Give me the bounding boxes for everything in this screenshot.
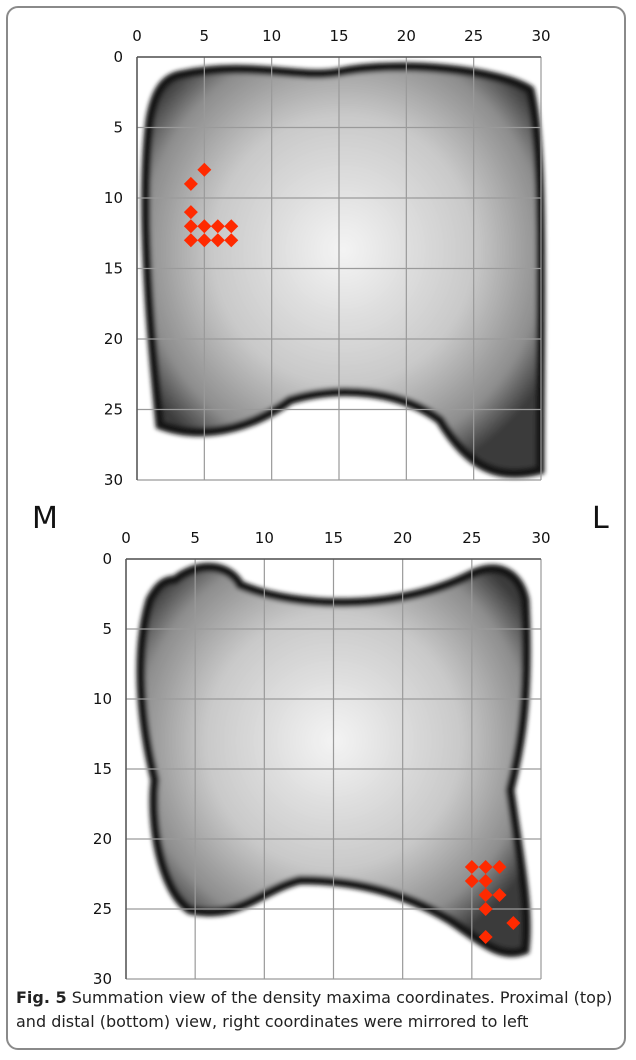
y-tick-label: 25: [93, 900, 112, 918]
y-tick-label: 25: [104, 401, 123, 419]
page: {"chart_data": [ {"type": "scatter", "x"…: [0, 0, 636, 1060]
y-tick-label: 10: [104, 189, 123, 207]
figure: M L 0 5 10 15 20 25 30 0 5 10 15 20 25 30 0 5 10 15 20 25 30…: [0, 0, 636, 1060]
side-label-medial: M: [32, 501, 58, 536]
x-tick-label: 30: [531, 529, 550, 547]
x-tick-label: 10: [262, 27, 281, 45]
y-tick-label: 15: [104, 260, 123, 278]
caption: Fig. 5 Summation view of the density max…: [16, 986, 616, 1034]
x-tick-label: 15: [324, 529, 343, 547]
y-tick-label: 20: [104, 330, 123, 348]
x-tick-label: 0: [132, 27, 142, 45]
y-tick-label: 5: [113, 119, 123, 137]
caption-text: Summation view of the density maxima coo…: [16, 988, 612, 1031]
x-tick-label: 25: [464, 27, 483, 45]
y-tick-label: 5: [102, 620, 112, 638]
y-tick-label: 10: [93, 690, 112, 708]
side-label-lateral: L: [592, 501, 609, 536]
x-tick-label: 5: [200, 27, 210, 45]
y-tick-label: 30: [104, 471, 123, 489]
bone-images: [141, 67, 541, 953]
x-tick-label: 0: [121, 529, 131, 547]
x-tick-label: 30: [531, 27, 550, 45]
y-tick-label: 15: [93, 760, 112, 778]
x-tick-label: 15: [329, 27, 348, 45]
y-tick-label: 0: [113, 48, 123, 66]
y-tick-label: 20: [93, 830, 112, 848]
caption-label: Fig. 5: [16, 988, 67, 1007]
x-tick-label: 10: [255, 529, 274, 547]
x-tick-label: 20: [393, 529, 412, 547]
x-tick-label: 20: [397, 27, 416, 45]
y-tick-label: 0: [102, 550, 112, 568]
x-tick-label: 25: [462, 529, 481, 547]
x-tick-label: 5: [190, 529, 200, 547]
